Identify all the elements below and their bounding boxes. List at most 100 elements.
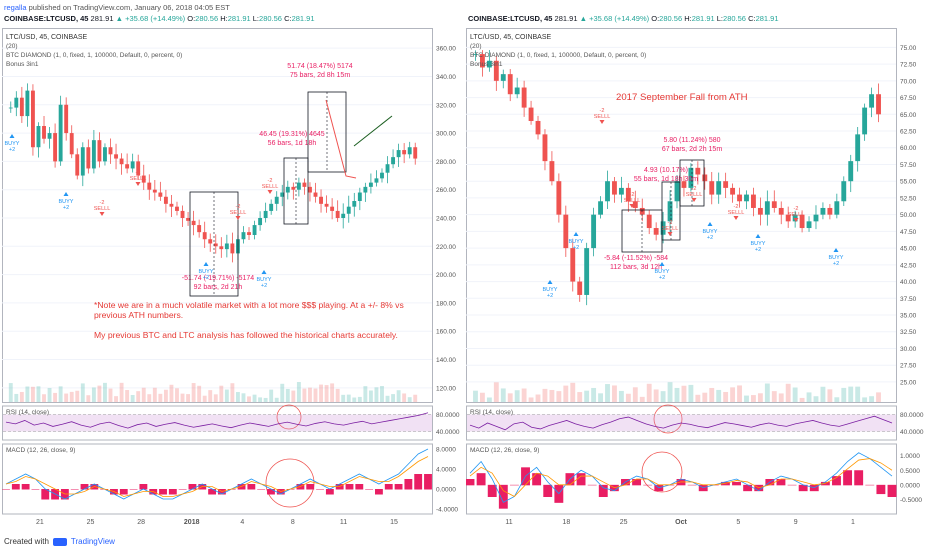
author-link[interactable]: regalla	[4, 3, 27, 12]
candle-body	[535, 120, 541, 135]
volume-bar	[368, 390, 373, 402]
left-chart-svg[interactable]: 360.00 340.00 320.00 300.00 280.00 260.00 240.…	[2, 28, 464, 528]
volume-bar	[341, 394, 346, 402]
buy-signal-label: BUYY	[199, 269, 214, 275]
close-value: 281.91	[291, 14, 315, 23]
rsi-highlight-circle	[653, 404, 683, 434]
candle-body	[869, 94, 875, 108]
macd-histogram-bar	[2, 489, 10, 490]
price-tick-label: 75.00	[900, 45, 917, 52]
price-tick-label: 280.00	[436, 159, 456, 166]
candle-body	[224, 243, 229, 250]
volume-bar	[357, 396, 362, 402]
legend-indicator: BTC DIAMOND (1, 0, fixed, 1, 100000, Def…	[470, 52, 646, 59]
high-label: H:	[220, 14, 228, 23]
volume-bar	[688, 384, 694, 402]
buy-strength-label: +2	[9, 147, 15, 153]
candle-body	[263, 210, 268, 218]
volume-bar	[374, 387, 379, 402]
measure-annotation: 75 bars, 2d 8h 15m	[290, 72, 350, 79]
volume-bar	[247, 396, 251, 402]
candle-body	[269, 203, 274, 211]
volume-bar	[324, 385, 329, 402]
rsi-label: RSI (14, close)	[470, 409, 513, 416]
volume-bar	[330, 383, 335, 402]
candle-body	[319, 196, 323, 204]
close-value: 281.91	[755, 14, 779, 23]
volume-bar	[385, 395, 390, 402]
sell-signal-label: SELLL	[662, 226, 679, 232]
volume-bar	[346, 394, 351, 402]
volume-bar	[473, 390, 478, 402]
volume-bar	[806, 392, 812, 402]
volume-bar	[230, 383, 235, 402]
volume-bar	[653, 389, 659, 402]
price-tick-label: 320.00	[436, 102, 456, 109]
price-tick-label: 160.00	[436, 329, 456, 336]
macd-signal-line	[5, 456, 429, 497]
candle-body	[291, 186, 296, 190]
rsi-line	[5, 412, 429, 429]
volume-bar	[285, 388, 290, 402]
macd-histogram-bar	[687, 484, 697, 486]
macd-line	[5, 448, 429, 500]
rsi-band	[3, 414, 432, 432]
macd-histogram-bar	[355, 484, 364, 490]
macd-label: MACD (12, 26, close, 9)	[6, 447, 75, 454]
price-tick-label: 72.50	[900, 62, 917, 69]
sell-strength-label: -2	[794, 206, 799, 212]
candle-body	[385, 164, 390, 173]
price-tick-label: 67.50	[900, 95, 917, 102]
candle-body	[158, 192, 163, 197]
candle-body	[247, 232, 251, 235]
candle-body	[130, 161, 135, 169]
right-chart-svg[interactable]: 75.00 72.50 70.00 67.50 65.00 62.50 60.00 57.50…	[465, 28, 930, 528]
buy-arrow-icon	[547, 280, 553, 284]
tradingview-link[interactable]: TradingView	[70, 537, 115, 546]
candle-body	[191, 220, 196, 226]
legend-indicator: BTC DIAMOND (1, 0, fixed, 1, 100000, Def…	[6, 52, 182, 59]
right-chart-panel[interactable]: 75.00 72.50 70.00 67.50 65.00 62.50 60.00 57.50…	[465, 28, 930, 528]
volume-bar	[114, 396, 118, 402]
candle-body	[709, 181, 715, 195]
candle-body	[103, 147, 107, 162]
volume-bar	[125, 390, 130, 402]
buy-signal-label: BUYY	[59, 199, 74, 205]
sell-signal-label: SELLL	[230, 210, 247, 216]
volume-bar	[274, 397, 279, 402]
rsi-tick-label: 80.0000	[900, 412, 924, 419]
x-tick-label: 21	[36, 519, 44, 526]
volume-bar	[19, 391, 24, 402]
macd-histogram-bar	[31, 489, 40, 490]
volume-bar	[208, 390, 213, 402]
volume-bar	[563, 385, 569, 402]
last-price: 281.91	[554, 14, 578, 23]
rsi-line	[469, 415, 893, 431]
macd-histogram-bar	[375, 489, 383, 495]
measure-annotation: 5.80 (11.24%) 580	[663, 137, 720, 144]
sell-strength-label: -2	[600, 108, 605, 114]
candle-body	[549, 161, 555, 182]
macd-histogram-bar	[41, 489, 50, 500]
measure-annotation: 112 bars, 3d 12h	[610, 264, 662, 271]
volume-bar	[47, 388, 52, 402]
left-chart-panel[interactable]: 360.00 340.00 320.00 300.00 280.00 260.00 240.…	[2, 28, 464, 528]
candle-body	[280, 192, 285, 197]
macd-histogram-bar	[632, 479, 642, 486]
volume-bar	[252, 394, 257, 402]
candle-body	[335, 210, 340, 218]
price-change: ▲ +35.68 (+14.49%)	[115, 14, 186, 23]
macd-histogram-bar	[798, 484, 808, 492]
macd-histogram-bar	[498, 484, 508, 509]
volume-bar	[202, 395, 207, 402]
volume-bar	[730, 387, 736, 402]
volume-bar	[479, 392, 485, 402]
price-tick-label: 32.50	[900, 329, 917, 336]
candle-body	[855, 134, 861, 162]
sell-signal-label: SELLL	[728, 210, 745, 216]
price-tick-label: 60.00	[900, 145, 917, 152]
x-tick-label: 18	[562, 519, 570, 526]
volume-bar	[493, 382, 499, 402]
buy-signal-label: BUYY	[655, 269, 670, 275]
price-tick-label: 65.00	[900, 112, 917, 119]
